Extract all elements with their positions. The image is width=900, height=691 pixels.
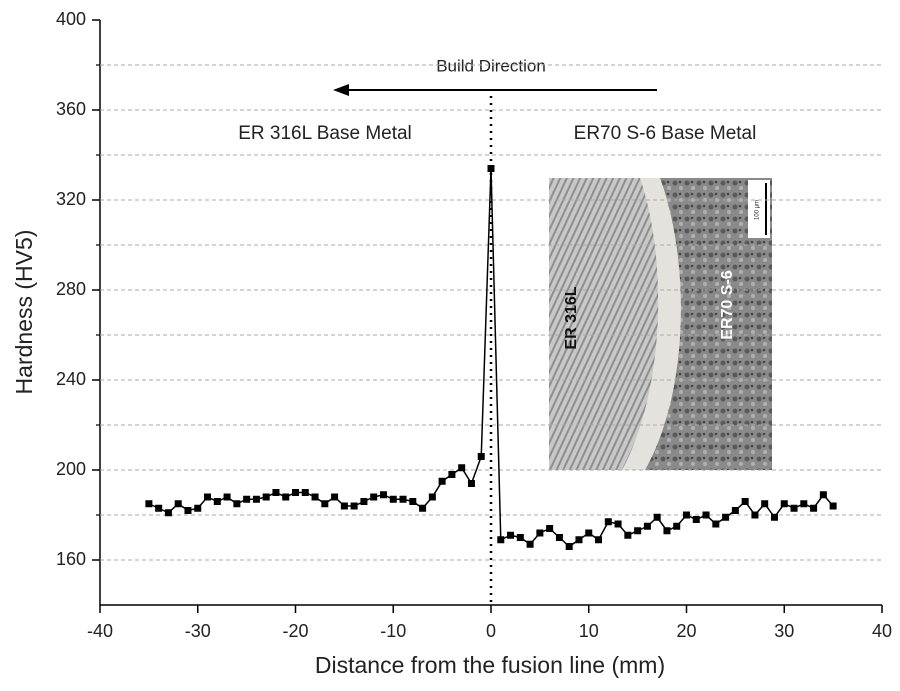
data-point — [419, 505, 426, 512]
data-point — [409, 498, 416, 505]
data-point — [214, 498, 221, 505]
x-tick-label: -30 — [185, 621, 211, 641]
data-point — [751, 512, 758, 519]
data-point — [761, 500, 768, 507]
x-tick-label: -40 — [87, 621, 113, 641]
data-point — [732, 507, 739, 514]
scale-bar-label: 100 µm — [755, 200, 761, 220]
data-point — [771, 514, 778, 521]
data-point — [468, 480, 475, 487]
x-tick-label: 30 — [774, 621, 794, 641]
data-point — [566, 543, 573, 550]
data-point — [165, 509, 172, 516]
data-point — [175, 500, 182, 507]
y-axis-label: Hardness (HV5) — [11, 230, 37, 395]
data-point — [624, 532, 631, 539]
y-tick-label: 160 — [56, 549, 86, 569]
y-tick-label: 320 — [56, 189, 86, 209]
data-point — [204, 494, 211, 501]
data-point — [331, 494, 338, 501]
data-point — [224, 494, 231, 501]
inset-label: ER70 S-6 — [719, 270, 736, 339]
data-point — [243, 496, 250, 503]
data-point — [575, 536, 582, 543]
data-point — [693, 516, 700, 523]
annotation: ER70 S-6 Base Metal — [574, 123, 757, 144]
data-point — [517, 534, 524, 541]
x-tick-label: 40 — [872, 621, 892, 641]
data-point — [390, 496, 397, 503]
data-point — [810, 505, 817, 512]
data-point — [712, 521, 719, 528]
y-tick-label: 280 — [56, 279, 86, 299]
data-point — [282, 494, 289, 501]
data-point — [830, 503, 837, 510]
data-point — [507, 532, 514, 539]
data-point — [654, 514, 661, 521]
x-tick-label: 10 — [579, 621, 599, 641]
data-point — [360, 498, 367, 505]
data-point — [263, 494, 270, 501]
data-point — [791, 505, 798, 512]
data-point — [341, 503, 348, 510]
data-point — [488, 165, 495, 172]
y-tick-label: 240 — [56, 369, 86, 389]
data-point — [253, 496, 260, 503]
data-point — [644, 523, 651, 530]
x-tick-label: 20 — [676, 621, 696, 641]
data-point — [302, 489, 309, 496]
data-point — [781, 500, 788, 507]
data-point — [155, 505, 162, 512]
data-point — [703, 512, 710, 519]
data-point — [595, 536, 602, 543]
data-point — [184, 507, 191, 514]
data-point — [800, 500, 807, 507]
x-tick-label: -20 — [282, 621, 308, 641]
data-point — [722, 514, 729, 521]
data-point — [292, 489, 299, 496]
data-point — [742, 498, 749, 505]
y-tick-label: 200 — [56, 459, 86, 479]
data-point — [663, 527, 670, 534]
data-point — [615, 521, 622, 528]
data-point — [351, 503, 358, 510]
data-point — [458, 464, 465, 471]
data-point — [585, 530, 592, 537]
annotation: ER 316L Base Metal — [238, 123, 412, 144]
x-axis-label: Distance from the fusion line (mm) — [315, 652, 665, 678]
y-tick-label: 400 — [56, 9, 86, 29]
annotation: Build Direction — [436, 56, 546, 75]
y-tick-label: 360 — [56, 99, 86, 119]
data-point — [370, 494, 377, 501]
data-point — [527, 541, 534, 548]
data-point — [683, 512, 690, 519]
data-point — [478, 453, 485, 460]
data-point — [439, 478, 446, 485]
data-point — [605, 518, 612, 525]
data-point — [380, 491, 387, 498]
x-tick-label: -10 — [380, 621, 406, 641]
data-point — [145, 500, 152, 507]
data-point — [546, 525, 553, 532]
data-point — [536, 530, 543, 537]
data-point — [194, 505, 201, 512]
x-tick-label: 0 — [486, 621, 496, 641]
inset-micrograph — [549, 178, 772, 470]
data-point — [233, 500, 240, 507]
data-point — [321, 500, 328, 507]
data-point — [497, 536, 504, 543]
data-point — [400, 496, 407, 503]
chart: Build Direction ER 316L Base Metal ER70 … — [0, 0, 900, 686]
data-point — [634, 527, 641, 534]
data-point — [820, 491, 827, 498]
data-point — [556, 534, 563, 541]
data-point — [448, 471, 455, 478]
data-point — [429, 494, 436, 501]
data-point — [312, 494, 319, 501]
inset-label: ER 316L — [563, 286, 580, 349]
arrow-head — [333, 84, 349, 96]
data-point — [673, 523, 680, 530]
data-point — [272, 489, 279, 496]
